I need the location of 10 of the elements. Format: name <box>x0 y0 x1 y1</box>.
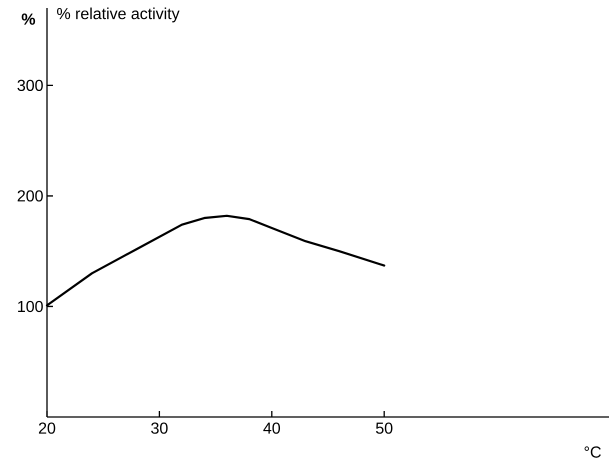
x-tick-label: 20 <box>38 422 56 434</box>
x-tick-label: 30 <box>151 422 168 434</box>
x-axis-title: °C <box>584 446 601 458</box>
chart-title: % relative activity <box>57 8 180 22</box>
x-tick-label: 50 <box>376 422 392 434</box>
y-tick-label: 100 <box>18 300 43 312</box>
y-tick-label: 300 <box>17 80 43 92</box>
y-tick-label: 200 <box>18 190 43 202</box>
x-tick-label: 40 <box>263 422 280 434</box>
y-axis-title: % <box>22 14 36 25</box>
